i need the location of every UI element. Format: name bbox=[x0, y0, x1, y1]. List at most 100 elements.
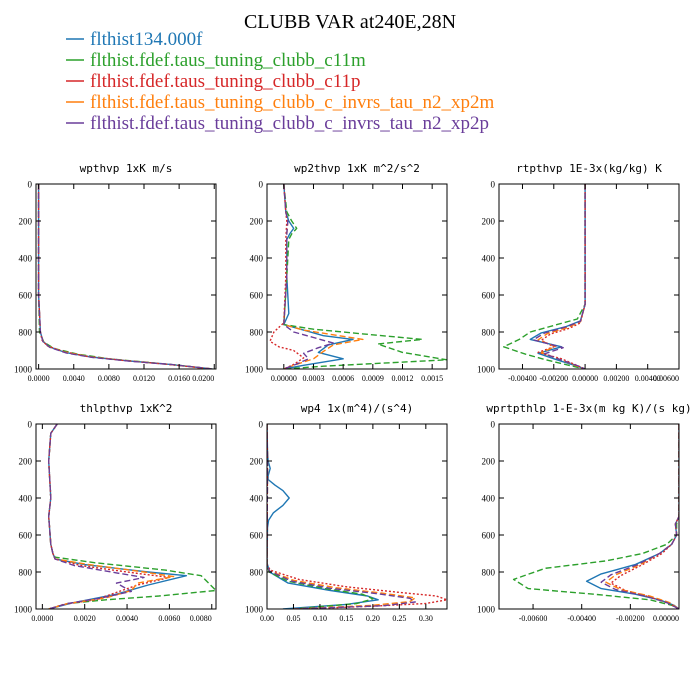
series-line bbox=[37, 184, 213, 369]
series-line bbox=[269, 184, 305, 369]
x-tick-label: 0.0040 bbox=[63, 374, 85, 383]
series-line bbox=[283, 184, 334, 369]
series-line bbox=[267, 424, 374, 609]
series-line bbox=[537, 184, 586, 369]
x-tick-label: 0.00000 bbox=[653, 614, 679, 623]
legend-entry: flthist134.000f bbox=[66, 29, 203, 50]
y-tick-label: 1000 bbox=[477, 605, 496, 615]
panel-title: wp2thvp 1xK m^2/s^2 bbox=[294, 162, 420, 175]
x-tick-label: 0.0160 bbox=[168, 374, 190, 383]
x-tick-label: 0.05 bbox=[286, 614, 300, 623]
y-tick-label: 200 bbox=[250, 457, 264, 467]
series-line bbox=[48, 424, 145, 609]
chart-panel: wp2thvp 1xK m^2/s^2 0 200 400 600 800 1000 0.00… bbox=[245, 162, 448, 383]
y-tick-label: 0 bbox=[491, 180, 496, 190]
series-line bbox=[48, 424, 216, 609]
series-line bbox=[267, 424, 416, 609]
legend-label: flthist.fdef.taus_tuning_clubb_c11m bbox=[90, 50, 366, 71]
y-tick-label: 200 bbox=[19, 217, 33, 227]
x-tick-label: 0.30 bbox=[419, 614, 433, 623]
plot-frame bbox=[498, 183, 680, 370]
x-tick-label: 0.0060 bbox=[158, 614, 180, 623]
y-tick-label: 600 bbox=[250, 531, 264, 541]
x-tick-label: 0.0080 bbox=[190, 614, 212, 623]
legend-label: flthist.fdef.taus_tuning_clubb_c_invrs_t… bbox=[90, 92, 494, 113]
series-line bbox=[585, 424, 679, 609]
series-line bbox=[37, 184, 213, 369]
legend-label: flthist134.000f bbox=[90, 29, 203, 50]
x-tick-label: 0.00400 bbox=[635, 374, 661, 383]
panel-title: wpthvp 1xK m/s bbox=[80, 162, 173, 175]
x-tick-label: 0.00000 bbox=[271, 374, 297, 383]
x-tick-label: 0.0003 bbox=[302, 374, 324, 383]
panel-title: wprtpthlp 1-E-3x(m kg K)/(s kg) bbox=[486, 402, 691, 415]
y-tick-label: 600 bbox=[482, 531, 496, 541]
x-tick-label: 0.25 bbox=[392, 614, 406, 623]
x-tick-label: 0.0020 bbox=[74, 614, 96, 623]
series-group bbox=[48, 424, 216, 609]
x-tick-label: 0.00000 bbox=[572, 374, 598, 383]
y-tick-label: 0 bbox=[491, 420, 496, 430]
y-tick-label: 800 bbox=[250, 568, 264, 578]
y-tick-label: 400 bbox=[482, 494, 496, 504]
series-line bbox=[283, 184, 447, 369]
series-line bbox=[283, 184, 354, 369]
y-tick-label: 0 bbox=[28, 180, 33, 190]
x-tick-label: 0.0000 bbox=[28, 374, 50, 383]
x-tick-label: -0.00600 bbox=[519, 614, 548, 623]
x-tick-label: 0.00200 bbox=[603, 374, 629, 383]
series-line bbox=[610, 424, 679, 609]
x-tick-label: 0.0012 bbox=[391, 374, 413, 383]
y-tick-label: 200 bbox=[19, 457, 33, 467]
y-tick-label: 800 bbox=[482, 328, 496, 338]
y-tick-label: 1000 bbox=[14, 605, 33, 615]
series-group bbox=[267, 424, 447, 609]
panel-title: wp4 1x(m^4)/(s^4) bbox=[301, 402, 414, 415]
y-tick-label: 400 bbox=[19, 254, 33, 264]
series-group bbox=[269, 184, 447, 369]
x-tick-label: 0.0040 bbox=[116, 614, 138, 623]
x-tick-label: 0.0080 bbox=[98, 374, 120, 383]
series-group bbox=[503, 184, 586, 369]
series-group bbox=[512, 424, 679, 609]
x-tick-label: 0.0000 bbox=[31, 614, 53, 623]
y-tick-label: 600 bbox=[19, 291, 33, 301]
y-tick-label: 800 bbox=[250, 328, 264, 338]
y-tick-label: 200 bbox=[482, 217, 496, 227]
series-line bbox=[605, 424, 679, 609]
x-tick-label: 0.20 bbox=[366, 614, 380, 623]
x-tick-label: 0.0200 bbox=[192, 374, 214, 383]
x-tick-label: 0.0015 bbox=[421, 374, 443, 383]
y-tick-label: 600 bbox=[482, 291, 496, 301]
x-tick-label: 0.00600 bbox=[653, 374, 679, 383]
y-tick-label: 400 bbox=[482, 254, 496, 264]
y-tick-label: 200 bbox=[250, 217, 264, 227]
series-line bbox=[532, 184, 586, 369]
panel-title: rtpthvp 1E-3x(kg/kg) K bbox=[516, 162, 662, 175]
y-tick-label: 1000 bbox=[14, 365, 33, 375]
y-tick-label: 1000 bbox=[477, 365, 496, 375]
y-tick-label: 400 bbox=[19, 494, 33, 504]
y-tick-label: 0 bbox=[28, 420, 33, 430]
chart-panel: rtpthvp 1E-3x(kg/kg) K 0 200 400 600 800 1000 -… bbox=[477, 162, 680, 383]
legend-label: flthist.fdef.taus_tuning_clubb_c_invrs_t… bbox=[90, 113, 489, 134]
x-tick-label: 0.10 bbox=[313, 614, 327, 623]
y-tick-label: 1000 bbox=[245, 365, 264, 375]
plot-frame bbox=[35, 183, 217, 370]
x-tick-label: -0.00400 bbox=[567, 614, 596, 623]
legend-entry: flthist.fdef.taus_tuning_clubb_c11m bbox=[66, 50, 366, 71]
y-tick-label: 0 bbox=[259, 420, 264, 430]
plot-frame bbox=[35, 423, 217, 610]
x-tick-label: 0.0120 bbox=[133, 374, 155, 383]
x-tick-label: 0.15 bbox=[339, 614, 353, 623]
series-line bbox=[283, 184, 364, 369]
series-line bbox=[37, 184, 213, 369]
x-tick-label: -0.00200 bbox=[539, 374, 568, 383]
y-tick-label: 0 bbox=[259, 180, 264, 190]
series-line bbox=[512, 424, 679, 609]
x-tick-label: 0.0009 bbox=[362, 374, 384, 383]
plot-frame bbox=[498, 423, 680, 610]
